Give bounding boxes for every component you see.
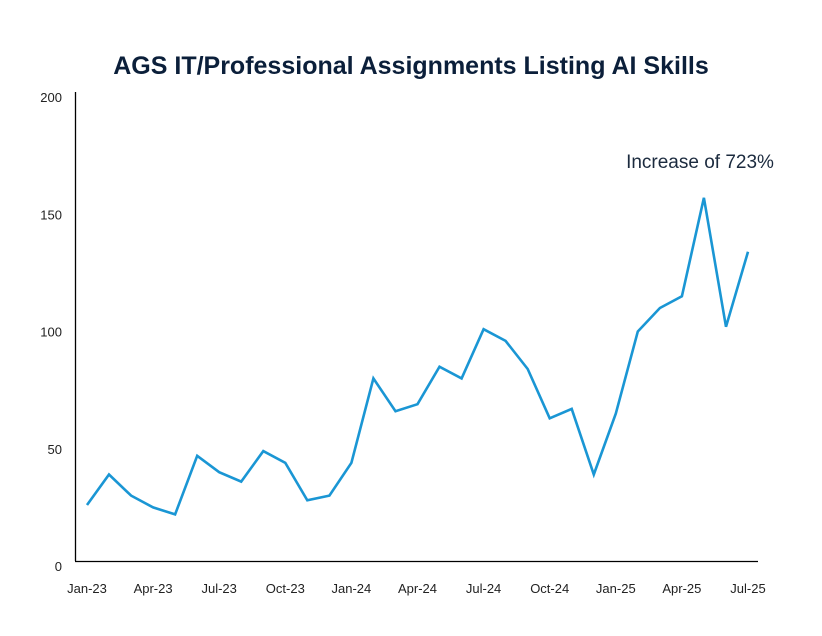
x-tick-label: Apr-25	[662, 581, 701, 596]
x-tick-label: Jan-25	[596, 581, 636, 596]
y-tick-label: 50	[48, 442, 62, 457]
x-tick-label: Jan-23	[67, 581, 107, 596]
y-tick-labels: 0 50 100 150 200	[40, 90, 62, 574]
x-tick-label: Jan-24	[332, 581, 372, 596]
y-tick-label: 0	[55, 559, 62, 574]
x-tick-label: Apr-24	[398, 581, 437, 596]
annotation-increase: Increase of 723%	[626, 152, 774, 173]
chart-title: AGS IT/Professional Assignments Listing …	[113, 52, 709, 80]
y-tick-label: 150	[40, 207, 62, 222]
x-tick-label: Jul-24	[466, 581, 501, 596]
y-tick-label: 100	[40, 325, 62, 340]
series-line	[85, 197, 750, 517]
series-group	[85, 197, 750, 517]
y-tick-label: 200	[40, 90, 62, 105]
x-tick-label: Jul-23	[201, 581, 236, 596]
x-tick-label: Jul-25	[730, 581, 765, 596]
x-tick-label: Apr-23	[134, 581, 173, 596]
x-tick-label: Oct-23	[266, 581, 305, 596]
x-tick-label: Oct-24	[530, 581, 569, 596]
x-tick-labels: Jan-23 Apr-23 Jul-23 Oct-23 Jan-24 Apr-24 Jul-…	[67, 581, 766, 596]
